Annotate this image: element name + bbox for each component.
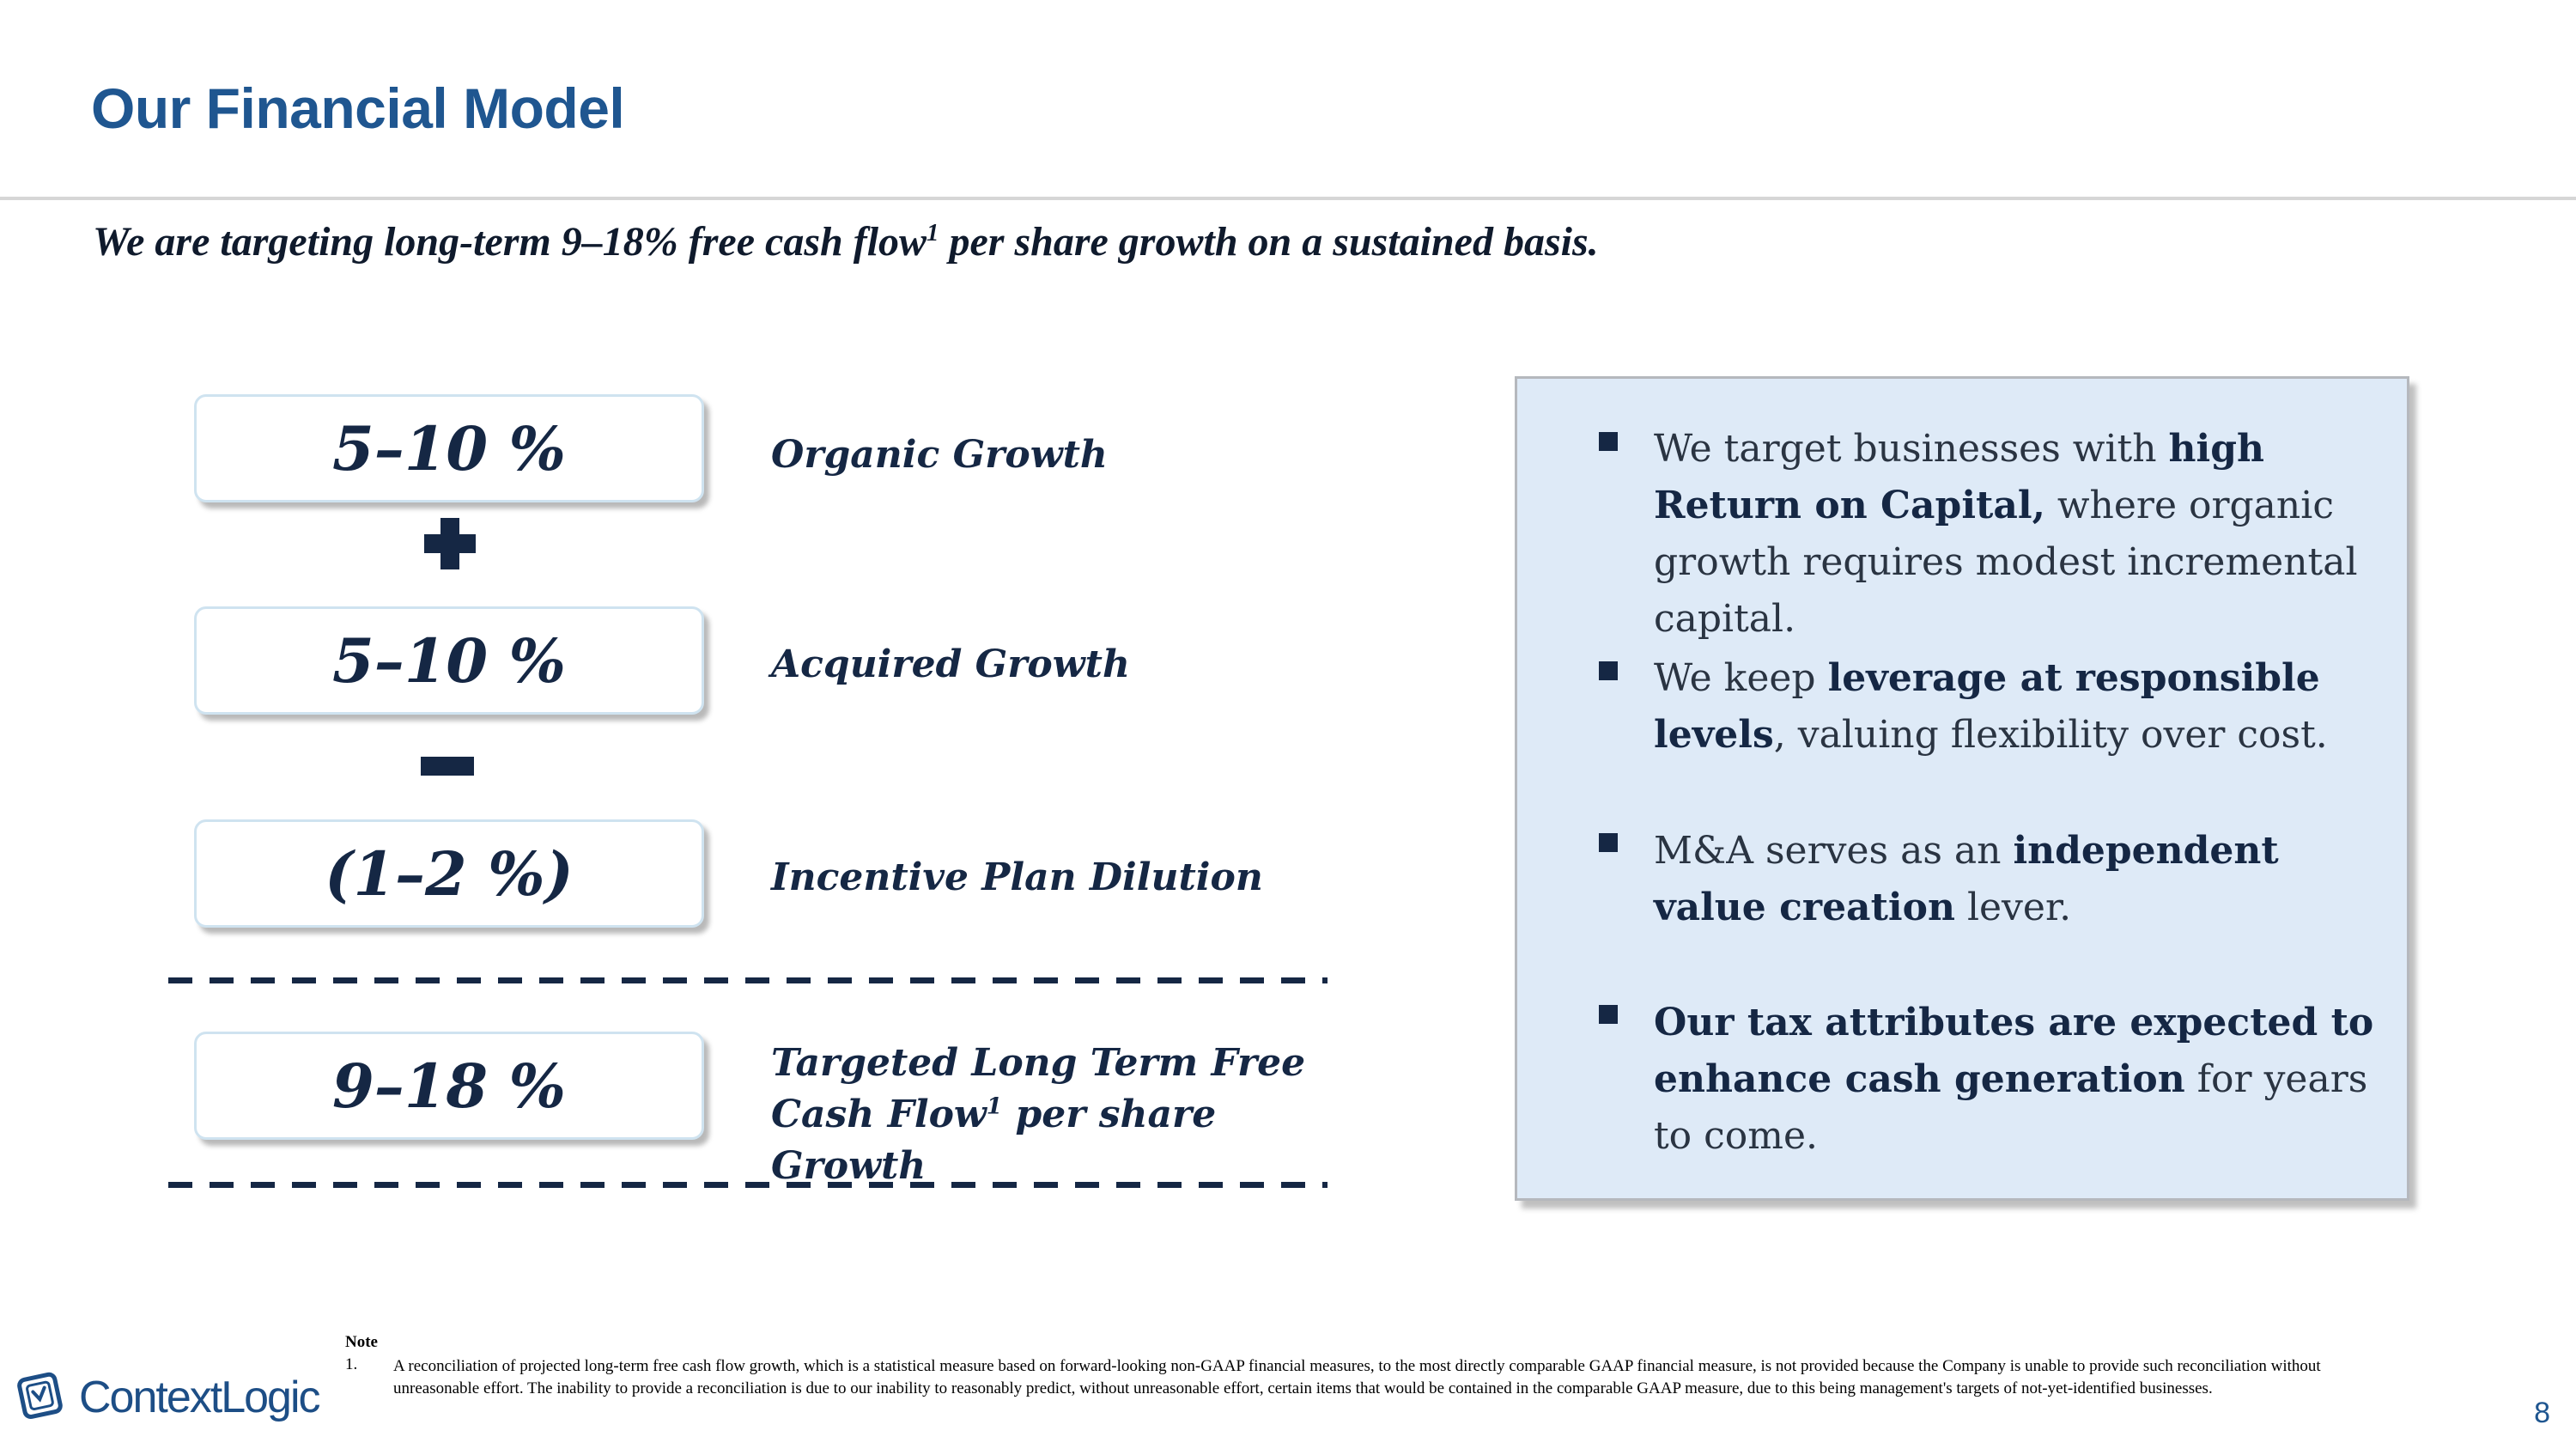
company-logo: ContextLogic: [17, 1367, 321, 1428]
bullet-m-and-a: M&A serves as an independent value creat…: [1654, 829, 2279, 929]
target-growth-label: Targeted Long Term Free Cash Flow1 per s…: [771, 1038, 1305, 1192]
bullet-tax-attributes: Our tax attributes are expected to enhan…: [1654, 1001, 2374, 1158]
bullet-return-on-capital: We target businesses with high Return on…: [1654, 427, 2358, 641]
target-label-line3: Growth: [771, 1144, 927, 1188]
target-label-line2: Cash Flow1 per share: [771, 1093, 1217, 1136]
dilution-label: Incentive Plan Dilution: [771, 855, 1263, 899]
organic-growth-label: Organic Growth: [771, 433, 1108, 477]
bullet-square-icon: [1599, 833, 1618, 852]
footnote-number: 1.: [345, 1355, 358, 1373]
target-label-line1: Targeted Long Term Free: [771, 1041, 1306, 1085]
dashed-divider-bottom: [168, 1182, 1327, 1188]
bullet-leverage: We keep leverage at responsible levels, …: [1654, 656, 2328, 757]
bullet-square-icon: [1599, 432, 1618, 451]
context-logic-logo-icon: [17, 1372, 63, 1419]
bullet-square-icon: [1599, 661, 1618, 680]
subtitle-footnote-ref: 1: [927, 219, 939, 247]
subtitle: We are targeting long-term 9–18% free ca…: [93, 218, 1599, 265]
acquired-growth-value: 5–10 %: [194, 606, 704, 715]
footnote-text: A reconciliation of projected long-term …: [393, 1357, 2321, 1397]
target-growth-value: 9–18 %: [194, 1032, 704, 1140]
key-points-panel: [1515, 376, 2409, 1201]
page-number: 8: [2534, 1397, 2550, 1429]
minus-icon: [421, 757, 474, 776]
subtitle-text-end: per share growth on a sustained basis.: [939, 219, 1599, 265]
footnote-heading: Note: [345, 1333, 378, 1351]
subtitle-text: We are targeting long-term 9–18% free ca…: [93, 219, 927, 265]
bullet-square-icon: [1599, 1005, 1618, 1024]
title-divider: [0, 197, 2576, 200]
target-footnote-ref: 1: [986, 1093, 1003, 1120]
acquired-growth-label: Acquired Growth: [771, 642, 1130, 686]
page-title: Our Financial Model: [91, 76, 625, 140]
logo-wordmark: ContextLogic: [79, 1373, 321, 1422]
dashed-divider-top: [168, 977, 1327, 983]
dilution-value: (1–2 %): [194, 819, 704, 928]
organic-growth-value: 5–10 %: [194, 394, 704, 502]
